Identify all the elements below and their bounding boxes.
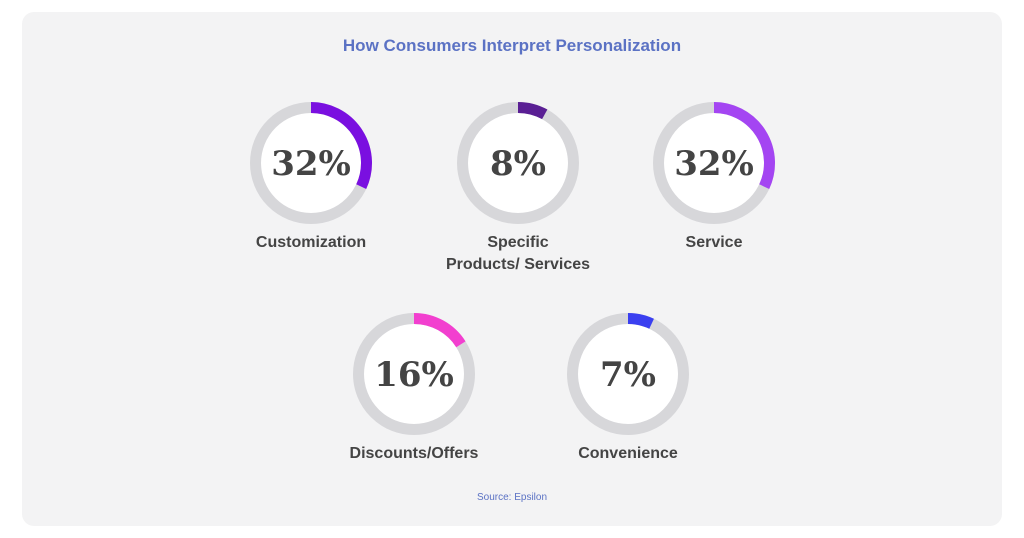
donut-value-arc — [713, 102, 775, 189]
donut-item: 8% Specific Products/ Services — [446, 102, 590, 273]
donut-center — [664, 113, 764, 213]
donut-center — [364, 324, 464, 424]
donut-value-label: 16% — [374, 355, 454, 395]
donut-value-label: 8% — [490, 144, 546, 184]
donut-category-label: Service — [686, 234, 743, 251]
donut-value-arc — [627, 313, 654, 329]
donut-category-label: Convenience — [578, 445, 678, 462]
donut-item: 16% Discounts/Offers — [350, 313, 479, 462]
donut-category-label: Specific — [487, 234, 548, 251]
donut-center — [578, 324, 678, 424]
donut-item: 7% Convenience — [567, 313, 689, 462]
donut-value-label: 32% — [271, 144, 351, 184]
source-note: Source: Epsilon — [476, 492, 548, 503]
donut-value-arc — [413, 313, 466, 348]
chart-panel: How Consumers Interpret Personalization … — [22, 12, 1002, 526]
donut-value-arc — [310, 102, 372, 189]
donut-center — [261, 113, 361, 213]
donut-category-label: Customization — [256, 234, 366, 251]
donut-value-label: 32% — [674, 144, 754, 184]
donut-center — [468, 113, 568, 213]
donut-value-arc — [517, 102, 548, 120]
donut-category-label: Products/ Services — [446, 256, 590, 273]
chart-title: How Consumers Interpret Personalization — [342, 36, 682, 55]
donut-value-label: 7% — [600, 355, 656, 395]
donut-category-label: Discounts/Offers — [350, 445, 479, 462]
donut-item: 32% Customization — [250, 102, 372, 251]
donut-item: 32% Service — [653, 102, 775, 251]
